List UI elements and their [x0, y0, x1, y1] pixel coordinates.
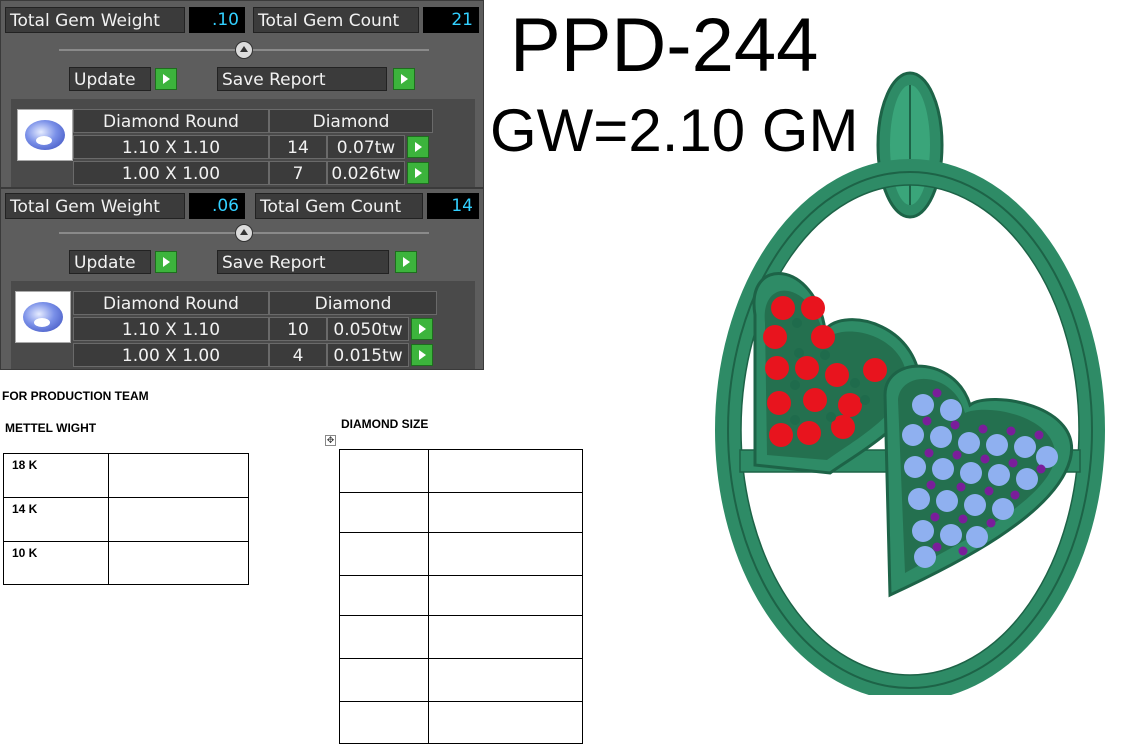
row-count: 4 — [269, 343, 327, 367]
row-count: 10 — [269, 317, 327, 341]
total-gem-weight-value: .06 — [189, 193, 245, 219]
gem-report-panel-2: Total Gem Weight .06 Total Gem Count 14 … — [0, 188, 484, 370]
gem-table: Diamond Round Diamond 1.10 X 1.10 14 0.0… — [11, 99, 475, 187]
row-size: 1.10 X 1.10 — [73, 317, 269, 341]
total-gem-count-label: Total Gem Count — [253, 7, 419, 33]
sapphire-stones — [902, 388, 1058, 568]
save-report-button[interactable]: Save Report — [217, 250, 389, 274]
gross-weight-subtitle: GW=2.10 GM — [490, 97, 859, 164]
row-weight: 0.015tw — [327, 343, 409, 367]
diamond-size-cell[interactable] — [428, 701, 583, 744]
metal-row-label: 10 K — [3, 541, 109, 585]
diamond-size-heading: DIAMOND SIZE — [341, 417, 429, 431]
total-gem-count-label: Total Gem Count — [255, 193, 423, 219]
metal-row-value[interactable] — [108, 497, 249, 542]
ruby-stones — [763, 296, 887, 447]
update-go-icon[interactable] — [155, 68, 177, 90]
metal-row-value[interactable] — [108, 453, 249, 498]
collapse-icon[interactable] — [235, 224, 253, 242]
metal-weight-heading: METTEL WIGHT — [5, 421, 97, 435]
row-size: 1.00 X 1.00 — [73, 161, 269, 185]
diamond-size-cell[interactable] — [428, 658, 583, 702]
diamond-size-cell[interactable] — [428, 449, 583, 493]
pendant-render — [715, 71, 1105, 695]
diamond-size-cell[interactable] — [428, 532, 583, 576]
row-weight: 0.026tw — [327, 161, 405, 185]
header-shape: Diamond Round — [73, 291, 269, 315]
metal-weight-table: 18 K 14 K 10 K — [3, 453, 249, 585]
total-gem-weight-label: Total Gem Weight — [5, 193, 185, 219]
collapse-icon[interactable] — [235, 41, 253, 59]
row-count: 14 — [269, 135, 327, 159]
diamond-size-cell[interactable] — [339, 532, 429, 576]
row-weight: 0.07tw — [327, 135, 405, 159]
row-go-icon[interactable] — [411, 318, 433, 340]
metal-row-value[interactable] — [108, 541, 249, 585]
metal-row-label: 18 K — [3, 453, 109, 498]
design-code-title: PPD-244 — [510, 3, 819, 88]
update-go-icon[interactable] — [155, 251, 177, 273]
row-count: 7 — [269, 161, 327, 185]
row-go-icon[interactable] — [411, 344, 433, 366]
totals-row: Total Gem Weight .06 Total Gem Count 14 — [5, 193, 481, 221]
save-report-go-icon[interactable] — [395, 251, 417, 273]
save-report-go-icon[interactable] — [393, 68, 415, 90]
gem-oval-icon — [15, 291, 71, 343]
diamond-size-cell[interactable] — [428, 575, 583, 616]
row-go-icon[interactable] — [407, 162, 429, 184]
diamond-size-cell[interactable] — [428, 492, 583, 533]
move-handle-icon[interactable]: ✥ — [325, 435, 336, 446]
header-type: Diamond — [269, 291, 437, 315]
row-size: 1.00 X 1.00 — [73, 343, 269, 367]
update-button[interactable]: Update — [69, 250, 151, 274]
total-gem-count-value: 21 — [423, 7, 479, 33]
totals-row: Total Gem Weight .10 Total Gem Count 21 — [5, 7, 481, 35]
update-button[interactable]: Update — [69, 67, 151, 91]
diamond-size-cell[interactable] — [428, 615, 583, 659]
save-report-button[interactable]: Save Report — [217, 67, 387, 91]
diamond-size-cell[interactable] — [339, 701, 429, 744]
gem-report-panel-1: Total Gem Weight .10 Total Gem Count 21 … — [0, 0, 484, 188]
diamond-size-cell[interactable] — [339, 615, 429, 659]
diamond-size-cell[interactable] — [339, 492, 429, 533]
row-size: 1.10 X 1.10 — [73, 135, 269, 159]
diamond-size-cell[interactable] — [339, 449, 429, 493]
diamond-size-table — [339, 449, 583, 744]
diamond-size-cell[interactable] — [339, 658, 429, 702]
total-gem-count-value: 14 — [427, 193, 479, 219]
total-gem-weight-label: Total Gem Weight — [5, 7, 185, 33]
header-type: Diamond — [269, 109, 433, 133]
total-gem-weight-value: .10 — [189, 7, 245, 33]
row-go-icon[interactable] — [407, 136, 429, 158]
row-weight: 0.050tw — [327, 317, 409, 341]
metal-row-label: 14 K — [3, 497, 109, 542]
header-shape: Diamond Round — [73, 109, 269, 133]
gem-table: Diamond Round Diamond 1.10 X 1.10 10 0.0… — [11, 281, 475, 369]
gem-oval-icon — [17, 109, 73, 161]
production-heading: FOR PRODUCTION TEAM — [2, 389, 149, 403]
diamond-size-cell[interactable] — [339, 575, 429, 616]
